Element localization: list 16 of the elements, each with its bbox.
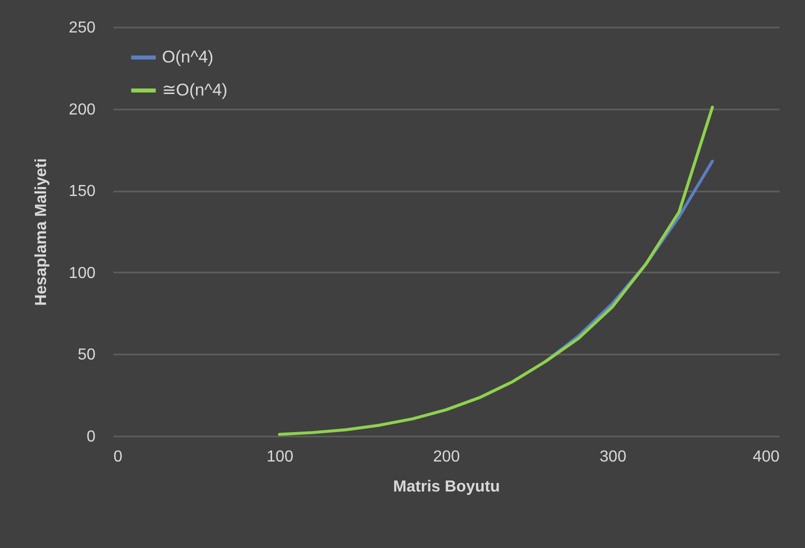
- y-tick-label: 100: [68, 264, 96, 282]
- y-axis-title: Hesaplama Maliyeti: [32, 158, 50, 306]
- x-axis-title: Matris Boyutu: [393, 478, 500, 496]
- x-tick-label: 0: [114, 448, 122, 466]
- x-tick-label: 200: [433, 448, 460, 466]
- x-tick-label: 300: [600, 448, 626, 466]
- y-tick-label: 200: [68, 101, 96, 118]
- y-tick-label: 250: [68, 20, 96, 36]
- y-tick-label: 50: [78, 346, 96, 364]
- legend-label: ≅O(n^4): [162, 80, 228, 100]
- x-tick-label: 400: [752, 448, 780, 466]
- legend-label: O(n^4): [162, 48, 214, 66]
- line-series: [278, 106, 714, 436]
- y-tick-label: 0: [86, 428, 96, 446]
- x-tick-label: 100: [266, 448, 294, 466]
- y-tick-label: 150: [68, 183, 96, 200]
